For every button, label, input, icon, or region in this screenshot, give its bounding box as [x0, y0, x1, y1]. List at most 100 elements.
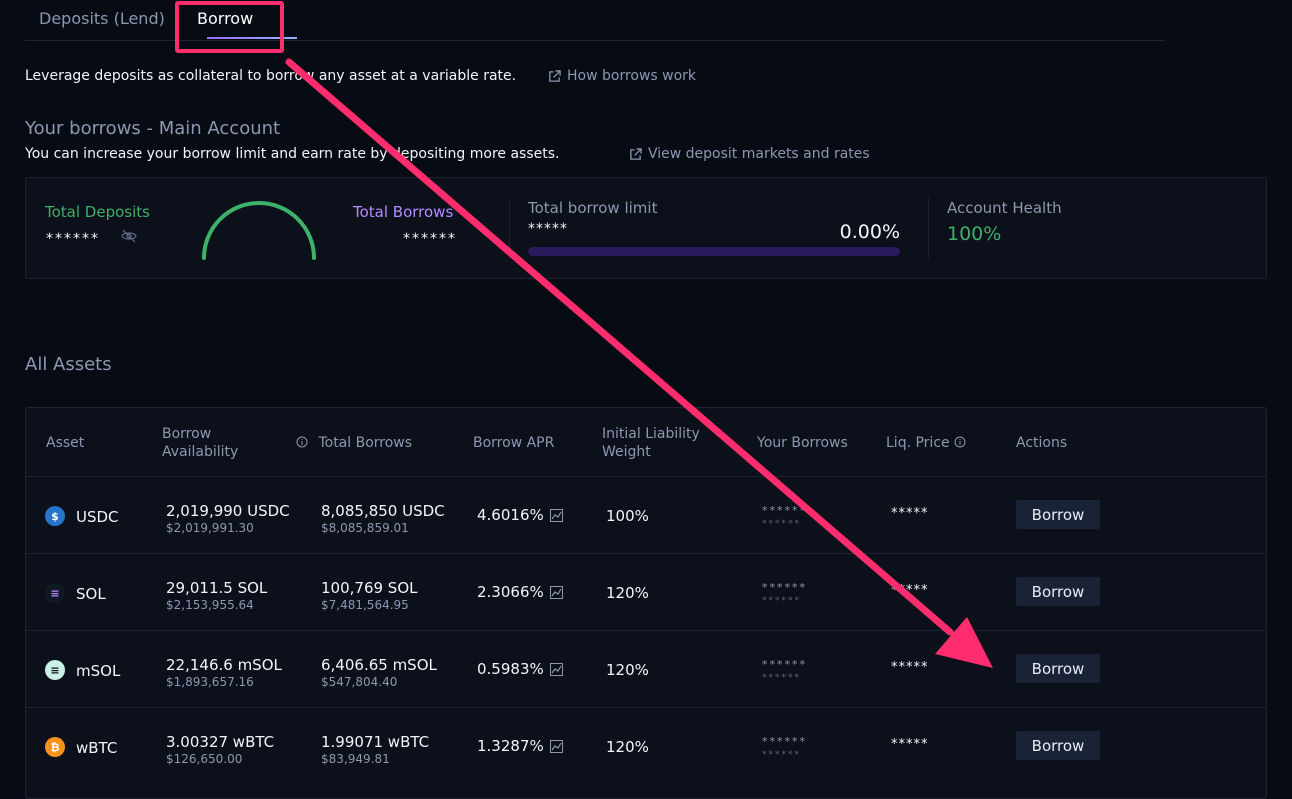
liq-price-value: *****	[891, 506, 929, 521]
availability-amount: 3.00327 wBTC	[166, 733, 275, 751]
borrow-apr-value: 0.5983%	[477, 660, 544, 678]
borrow-button[interactable]: Borrow	[1016, 654, 1100, 683]
your-borrows-value: ******	[762, 658, 807, 671]
your-borrows-usd: ******	[762, 596, 801, 606]
your-borrows-value: ******	[762, 581, 807, 594]
account-health-label: Account Health	[947, 199, 1062, 217]
rate-chart-icon[interactable]	[549, 585, 563, 599]
borrow-limit-value: *****	[528, 221, 568, 237]
your-borrows-usd: ******	[762, 750, 801, 760]
borrow-button[interactable]: Borrow	[1016, 500, 1100, 529]
assets-table: Asset Borrow Availability Total Borrows …	[25, 407, 1267, 799]
liability-weight: 120%	[606, 584, 649, 602]
header-borrow-apr[interactable]: Borrow APR	[473, 435, 555, 451]
liq-price-value: *****	[891, 737, 929, 752]
your-borrows-usd: ******	[762, 519, 801, 529]
borrow-limit-progress-bar	[528, 247, 900, 256]
coin-glyph: ₿	[50, 740, 60, 754]
liability-weight: 120%	[606, 661, 649, 679]
annotation-highlight-box	[175, 1, 284, 53]
header-actions: Actions	[1016, 435, 1068, 451]
liq-price-value: *****	[891, 583, 929, 598]
table-row: ≡ SOL 29,011.5 SOL $2,153,955.64 100,769…	[26, 553, 1266, 631]
tab-deposits[interactable]: Deposits (Lend)	[39, 9, 165, 28]
total-borrows-value: ******	[403, 231, 457, 247]
total-borrows-usd: $8,085,859.01	[321, 521, 409, 535]
all-assets-title: All Assets	[25, 354, 112, 375]
borrow-apr-value: 4.6016%	[477, 506, 544, 524]
rate-chart-icon[interactable]	[549, 739, 563, 753]
rate-chart-icon[interactable]	[549, 508, 563, 522]
availability-usd: $2,019,991.30	[166, 521, 254, 535]
header-availability-line2: Availability	[162, 444, 239, 460]
liability-weight: 100%	[606, 507, 649, 525]
borrow-button[interactable]: Borrow	[1016, 731, 1100, 760]
availability-usd: $1,893,657.16	[166, 675, 254, 689]
availability-usd: $2,153,955.64	[166, 598, 254, 612]
your-borrows-value: ******	[762, 504, 807, 517]
header-liq-price-label: Liq. Price	[886, 435, 950, 451]
header-liability-weight[interactable]: Initial Liability Weight	[602, 425, 700, 461]
your-borrows-value: ******	[762, 735, 807, 748]
coin-glyph: ≡	[50, 663, 60, 677]
info-icon[interactable]	[954, 436, 966, 448]
total-borrows-amount: 100,769 SOL	[321, 579, 418, 597]
availability-amount: 29,011.5 SOL	[166, 579, 268, 597]
table-row: ₿ wBTC 3.00327 wBTC $126,650.00 1.99071 …	[26, 707, 1266, 785]
info-icon[interactable]	[296, 436, 308, 448]
msol-icon: ≡	[45, 660, 65, 680]
borrow-apr-cell: 0.5983%	[477, 660, 563, 678]
header-availability[interactable]: Borrow Availability	[162, 425, 238, 461]
total-borrows-amount: 1.99071 wBTC	[321, 733, 430, 751]
tab-bar: Deposits (Lend) Borrow	[25, 0, 1165, 41]
eye-off-icon[interactable]	[121, 228, 137, 244]
external-link-icon	[549, 69, 561, 82]
borrow-apr-cell: 1.3287%	[477, 737, 563, 755]
total-borrows-label: Total Borrows	[353, 203, 454, 221]
availability-amount: 22,146.6 mSOL	[166, 656, 282, 674]
header-total-borrows-label: Total Borrows	[318, 435, 413, 451]
coin-glyph: ≡	[50, 586, 60, 600]
liability-weight: 120%	[606, 738, 649, 756]
availability-usd: $126,650.00	[166, 752, 243, 766]
header-liq-price[interactable]: Liq. Price	[886, 434, 966, 452]
view-deposit-markets-label: View deposit markets and rates	[648, 146, 870, 162]
sol-icon: ≡	[45, 583, 65, 603]
total-deposits-value: ******	[46, 231, 100, 247]
tab-borrow[interactable]: Borrow	[197, 9, 254, 28]
header-weight-line2: Weight	[602, 444, 651, 460]
summary-divider	[509, 198, 510, 258]
account-health-value: 100%	[947, 223, 1002, 245]
header-weight-line1: Initial Liability	[602, 426, 700, 442]
coin-glyph: $	[51, 509, 59, 523]
asset-symbol: SOL	[76, 585, 106, 603]
total-borrows-usd: $83,949.81	[321, 752, 390, 766]
how-borrows-work-link[interactable]: How borrows work	[548, 68, 696, 84]
asset-symbol: mSOL	[76, 662, 121, 680]
external-link-icon	[630, 147, 642, 160]
borrow-apr-cell: 4.6016%	[477, 506, 563, 524]
asset-symbol: USDC	[76, 508, 119, 526]
borrow-apr-value: 2.3066%	[477, 583, 544, 601]
view-deposit-markets-link[interactable]: View deposit markets and rates	[629, 146, 870, 162]
total-deposits-label: Total Deposits	[45, 203, 150, 221]
borrow-limit-percent: 0.00%	[839, 221, 900, 243]
intro-text: Leverage deposits as collateral to borro…	[25, 68, 517, 84]
your-borrows-title: Your borrows - Main Account	[25, 118, 281, 139]
header-total-borrows[interactable]: Total Borrows	[296, 434, 412, 452]
liq-price-value: *****	[891, 660, 929, 675]
account-summary-card: Total Deposits ****** Total Borrows ****…	[25, 177, 1267, 279]
asset-symbol: wBTC	[76, 739, 118, 757]
wbtc-icon: ₿	[45, 737, 65, 757]
header-asset[interactable]: Asset	[46, 435, 85, 451]
deposit-borrow-gauge	[202, 201, 316, 260]
rate-chart-icon[interactable]	[549, 662, 563, 676]
tab-active-underline	[207, 37, 297, 39]
how-borrows-work-label: How borrows work	[567, 68, 697, 84]
table-row: $ USDC 2,019,990 USDC $2,019,991.30 8,08…	[26, 476, 1266, 554]
header-your-borrows[interactable]: Your Borrows	[757, 435, 848, 451]
availability-amount: 2,019,990 USDC	[166, 502, 290, 520]
borrow-button[interactable]: Borrow	[1016, 577, 1100, 606]
your-borrows-usd: ******	[762, 673, 801, 683]
borrow-limit-label: Total borrow limit	[528, 199, 658, 217]
